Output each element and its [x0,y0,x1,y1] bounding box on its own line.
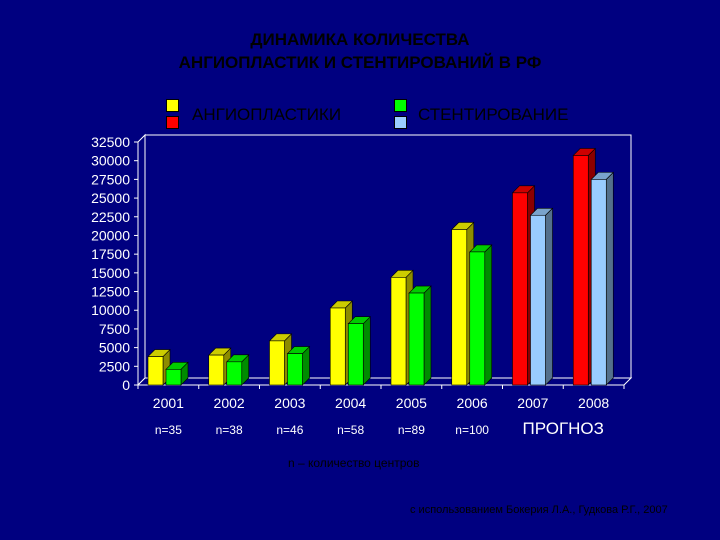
bar-side-stenting-2008 [605,171,614,386]
forecast-label: ПРОГНОЗ [523,419,604,438]
legend-label-stenting: СТЕНТИРОВАНИЕ [418,105,569,124]
legend-swatch-stenting-green [394,99,407,112]
center-count-label: n=58 [337,423,364,437]
y-tick-label: 27500 [91,171,130,187]
y-tick-label: 12500 [91,284,130,300]
x-tick-label-2003: 2003 [274,395,305,411]
y-tick-label: 20000 [91,227,130,243]
bar-angioplasty-2003 [269,340,285,386]
center-count-label: n=100 [455,423,489,437]
bar-stenting-2003 [287,353,303,386]
bar-side-stenting-2006 [484,244,493,386]
center-count-label: n=89 [398,423,425,437]
bar-stenting-2006 [469,251,486,386]
bar-stenting-2002 [226,361,243,386]
bar-stenting-2007 [530,214,546,386]
y-tick-label: 10000 [91,302,130,318]
bar-stenting-2004 [347,323,364,386]
bar-angioplasty-2001 [147,356,164,386]
bar-angioplasty-2006 [451,229,468,386]
y-tick-label: 25000 [91,190,130,206]
plot-side-wall [137,133,146,387]
x-tick-label-2001: 2001 [153,395,184,411]
x-tick-label-2002: 2002 [214,395,245,411]
chart-title-line-2: АНГИОПЛАСТИК И СТЕНТИРОВАНИЙ В РФ [178,53,542,72]
y-tick-label: 30000 [91,153,130,169]
bar-angioplasty-2004 [329,307,346,386]
y-tick-label: 32500 [91,134,130,150]
plot-area [144,134,632,379]
y-tick-label: 5000 [99,340,130,356]
bar-side-stenting-2005 [423,285,432,386]
y-tick-label: 22500 [91,209,130,225]
bar-side-stenting-2007 [545,207,553,386]
bar-side-stenting-2004 [362,315,371,386]
legend-label-angioplasty: АНГИОПЛАСТИКИ [192,105,342,124]
center-count-label: n=35 [155,423,182,437]
x-tick-label-2007: 2007 [517,395,548,411]
x-tick-label-2004: 2004 [335,395,366,411]
center-count-label: n=38 [216,423,243,437]
legend-swatch-stenting-blue [394,116,407,129]
y-tick-label: 15000 [91,265,130,281]
y-tick-label: 2500 [99,358,130,374]
bar-angioplasty-2007 [512,192,528,386]
x-tick-label-2008: 2008 [578,395,609,411]
bar-stenting-2001 [165,368,182,386]
bar-angioplasty-2005 [390,277,407,386]
x-tick-label-2006: 2006 [457,395,488,411]
bar-angioplasty-2008 [572,155,589,386]
y-tick-label: 0 [122,377,130,393]
legend-swatch-angioplasty-yellow [166,99,179,112]
center-count-label: n=46 [276,423,303,437]
bar-stenting-2005 [408,292,425,386]
center-count-note: n – количество центров [288,456,420,470]
y-tick-label: 17500 [91,246,130,262]
bar-angioplasty-2002 [208,354,225,386]
legend-swatch-angioplasty-red [166,116,179,129]
y-tick-label: 7500 [99,321,130,337]
source-note: с использованием Бокерия Л.А., Гудкова Р… [410,504,668,516]
x-tick-label-2005: 2005 [396,395,427,411]
bar-stenting-2008 [590,179,607,386]
chart-title-line-1: ДИНАМИКА КОЛИЧЕСТВА [250,30,470,49]
